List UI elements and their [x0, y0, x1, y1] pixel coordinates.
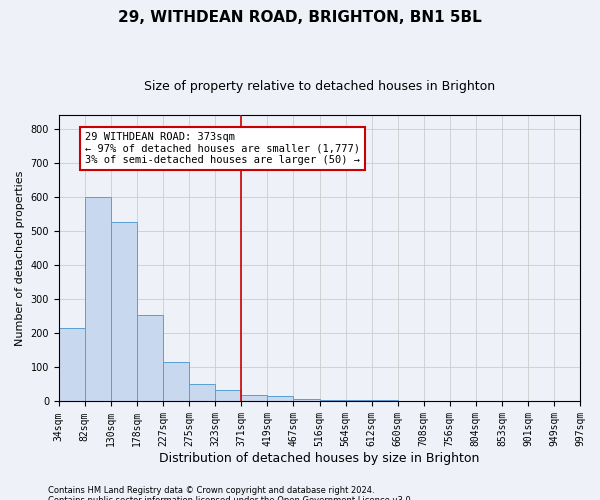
Bar: [111, 222, 137, 402]
Bar: [267, 396, 293, 402]
Text: Contains HM Land Registry data © Crown copyright and database right 2024.: Contains HM Land Registry data © Crown c…: [48, 486, 374, 495]
Bar: [189, 384, 215, 402]
X-axis label: Distribution of detached houses by size in Brighton: Distribution of detached houses by size …: [159, 452, 479, 465]
Bar: [371, 400, 398, 402]
Bar: [215, 390, 241, 402]
Text: 29 WITHDEAN ROAD: 373sqm
← 97% of detached houses are smaller (1,777)
3% of semi: 29 WITHDEAN ROAD: 373sqm ← 97% of detach…: [85, 132, 360, 166]
Bar: [59, 328, 85, 402]
Y-axis label: Number of detached properties: Number of detached properties: [15, 170, 25, 346]
Bar: [346, 400, 371, 402]
Bar: [241, 394, 267, 402]
Bar: [85, 197, 111, 402]
Bar: [320, 400, 346, 402]
Bar: [293, 398, 320, 402]
Text: 29, WITHDEAN ROAD, BRIGHTON, BN1 5BL: 29, WITHDEAN ROAD, BRIGHTON, BN1 5BL: [118, 10, 482, 25]
Bar: [137, 314, 163, 402]
Bar: [163, 362, 189, 402]
Title: Size of property relative to detached houses in Brighton: Size of property relative to detached ho…: [144, 80, 495, 93]
Text: Contains public sector information licensed under the Open Government Licence v3: Contains public sector information licen…: [48, 496, 413, 500]
Bar: [424, 401, 449, 402]
